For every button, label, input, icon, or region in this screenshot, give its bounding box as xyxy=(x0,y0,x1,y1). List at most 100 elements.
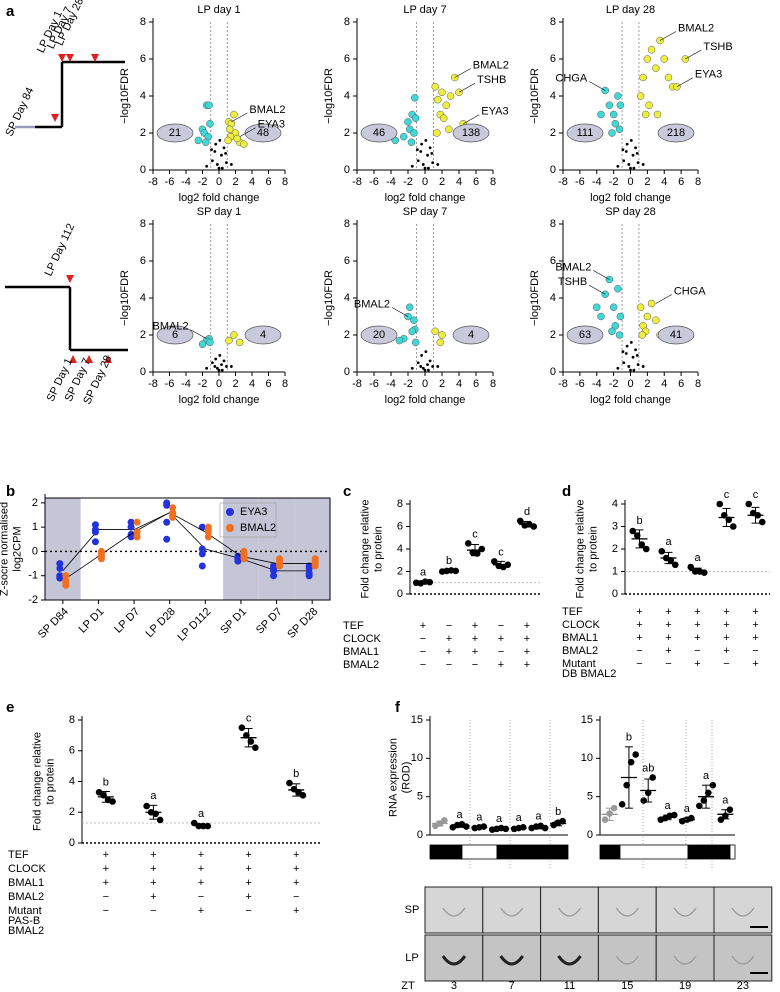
pars-tuberalis xyxy=(442,907,466,917)
replicate-point xyxy=(270,572,278,580)
legend-frame xyxy=(219,502,277,538)
y-tick-label: 0 xyxy=(69,837,75,849)
y-tick-label: 2 xyxy=(140,127,146,139)
condition-sign: + xyxy=(752,658,758,670)
y-axis-label: to protein xyxy=(587,526,599,572)
ns-point xyxy=(213,150,217,153)
ns-point xyxy=(215,366,219,370)
ns-point xyxy=(424,350,428,354)
y-tick-label: 4 xyxy=(550,292,556,304)
x-tick-label: 8 xyxy=(490,378,496,390)
gene-label: BMAL2 xyxy=(678,22,714,34)
pars-tuberalis xyxy=(558,907,581,917)
count-label: 20 xyxy=(373,329,385,341)
light-dark-bar xyxy=(461,844,498,860)
x-tick-label: 0 xyxy=(422,378,428,390)
condition-sign: + xyxy=(293,849,299,861)
row-label: BMAL1 xyxy=(562,632,598,644)
count-label: 46 xyxy=(373,127,385,139)
chart-title: LP day 1 xyxy=(197,4,240,16)
row-label: TEF xyxy=(562,606,583,618)
pars-tuberalis xyxy=(731,907,755,917)
down-point xyxy=(615,331,624,339)
y-tick-label: 6 xyxy=(140,53,146,65)
condition-sign: − xyxy=(665,658,671,670)
significance-letter: ab xyxy=(642,762,654,774)
significance-letter: a xyxy=(496,813,503,825)
y-tick-label: 5 xyxy=(587,791,593,803)
x-tick-label: 2 xyxy=(232,378,238,390)
x-tick-label: 0 xyxy=(422,176,428,188)
gene-label: BMAL2 xyxy=(153,321,189,333)
x-tick-label: -4 xyxy=(592,378,602,390)
x-tick-label: -6 xyxy=(165,378,175,390)
y-axis-label: Z-socre normalised xyxy=(0,502,10,596)
row-label: BMAL2 xyxy=(8,925,44,937)
y-tick-label: 4 xyxy=(140,90,146,102)
condition-sign: − xyxy=(498,646,504,658)
replicate-point xyxy=(169,513,177,521)
ns-point xyxy=(625,142,629,146)
up-point xyxy=(224,136,232,145)
significance-letter: c xyxy=(753,489,759,501)
row-label: Mutant xyxy=(8,905,42,917)
shaded-period xyxy=(294,498,330,600)
ns-point xyxy=(214,357,218,361)
x-tick-label: -8 xyxy=(148,378,158,390)
up-point xyxy=(446,92,455,100)
y-tick-label: 8 xyxy=(550,16,556,28)
condition-sign: + xyxy=(665,619,671,631)
x-tick-label: 8 xyxy=(695,176,701,188)
condition-sign: + xyxy=(524,659,530,671)
down-point xyxy=(194,136,203,145)
x-tick-label: -6 xyxy=(165,176,175,188)
down-point xyxy=(616,101,625,109)
replicate-point xyxy=(478,545,486,553)
replicate-point xyxy=(627,758,635,766)
replicate-point xyxy=(56,560,64,568)
down-point xyxy=(395,336,404,345)
ns-point xyxy=(627,163,631,166)
replicate-point xyxy=(305,572,313,580)
y-tick-label: 0 xyxy=(587,829,593,841)
condition-sign: + xyxy=(245,863,251,875)
chart-title: LP day 28 xyxy=(606,4,655,16)
significance-letter: a xyxy=(694,552,701,564)
count-badge xyxy=(657,123,695,143)
replicate-point xyxy=(133,518,141,526)
count-label: 41 xyxy=(670,329,682,341)
y-tick-label: 4 xyxy=(550,90,556,102)
chart-title: SP day 1 xyxy=(197,206,241,218)
ns-point xyxy=(410,366,414,370)
condition-sign: + xyxy=(694,632,700,644)
y-tick-label: 4 xyxy=(344,90,350,102)
replicate-point xyxy=(618,801,626,808)
section-image xyxy=(540,886,599,934)
row-label: CLOCK xyxy=(343,633,382,645)
y-axis-label: to protein xyxy=(44,759,56,805)
section-image xyxy=(655,934,715,982)
replicate-point xyxy=(198,562,206,570)
down-point xyxy=(609,110,618,119)
down-point xyxy=(411,94,419,102)
replicate-point xyxy=(62,579,70,587)
x-tick-label: 6 xyxy=(678,378,684,390)
zt-label: 3 xyxy=(451,980,457,992)
timepoint-label: LP Day 112 xyxy=(43,222,78,278)
ns-point xyxy=(428,146,432,150)
ns-point xyxy=(420,353,423,357)
x-tick-label: -8 xyxy=(558,176,568,188)
panel-label: a xyxy=(6,3,15,20)
x-tick-label: -2 xyxy=(403,378,413,390)
up-point xyxy=(652,64,660,72)
replicate-point xyxy=(163,535,171,543)
y-axis-label: −log10FDR xyxy=(529,270,541,326)
up-point xyxy=(445,125,453,134)
y-tick-label: 2 xyxy=(69,806,75,818)
condition-sign: + xyxy=(524,646,530,658)
significance-letter: c xyxy=(724,489,730,501)
condition-sign: + xyxy=(293,863,299,875)
ns-point xyxy=(634,348,637,352)
replicate-point xyxy=(671,561,679,569)
up-point xyxy=(438,331,446,339)
